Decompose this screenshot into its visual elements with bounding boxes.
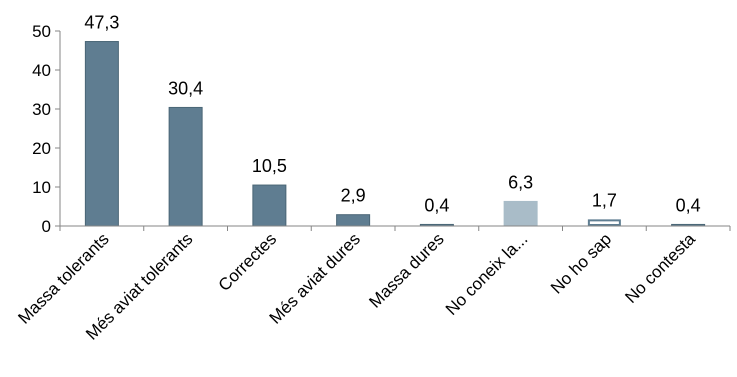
- data-label: 2,9: [341, 186, 366, 206]
- data-label: 47,3: [84, 13, 119, 33]
- bar: [84, 41, 119, 227]
- category-label: Massa tolerants: [14, 229, 112, 327]
- category-label: Correctes: [215, 229, 281, 295]
- data-label: 0,4: [676, 195, 701, 215]
- category-label: No coneix la...: [442, 229, 532, 319]
- y-axis: 0 10 20 30 40 50: [32, 22, 61, 236]
- data-label: 6,3: [508, 172, 533, 192]
- bar: [168, 106, 203, 227]
- y-tick-label: 0: [42, 217, 51, 236]
- category-label: No contesta: [621, 229, 699, 307]
- bar: [336, 214, 371, 227]
- y-tick-label: 10: [32, 178, 51, 197]
- category-label: No ho sap: [547, 229, 615, 297]
- y-tick-label: 50: [32, 22, 51, 41]
- bar: [587, 219, 621, 226]
- category-label: Massa dures: [365, 229, 447, 311]
- data-labels: 47,3 30,4 10,5 2,9 0,4 6,3 1,7 0,4: [84, 13, 700, 216]
- x-axis: [59, 225, 731, 231]
- y-tick-label: 20: [32, 139, 51, 158]
- data-label: 0,4: [424, 195, 449, 215]
- bar: [252, 184, 287, 227]
- data-label: 30,4: [168, 78, 203, 98]
- y-tick-label: 40: [32, 61, 51, 80]
- category-label: Més aviat dures: [266, 229, 364, 327]
- y-tick-label: 30: [32, 100, 51, 119]
- data-label: 1,7: [592, 190, 617, 210]
- data-label: 10,5: [252, 156, 287, 176]
- bar: [503, 200, 538, 227]
